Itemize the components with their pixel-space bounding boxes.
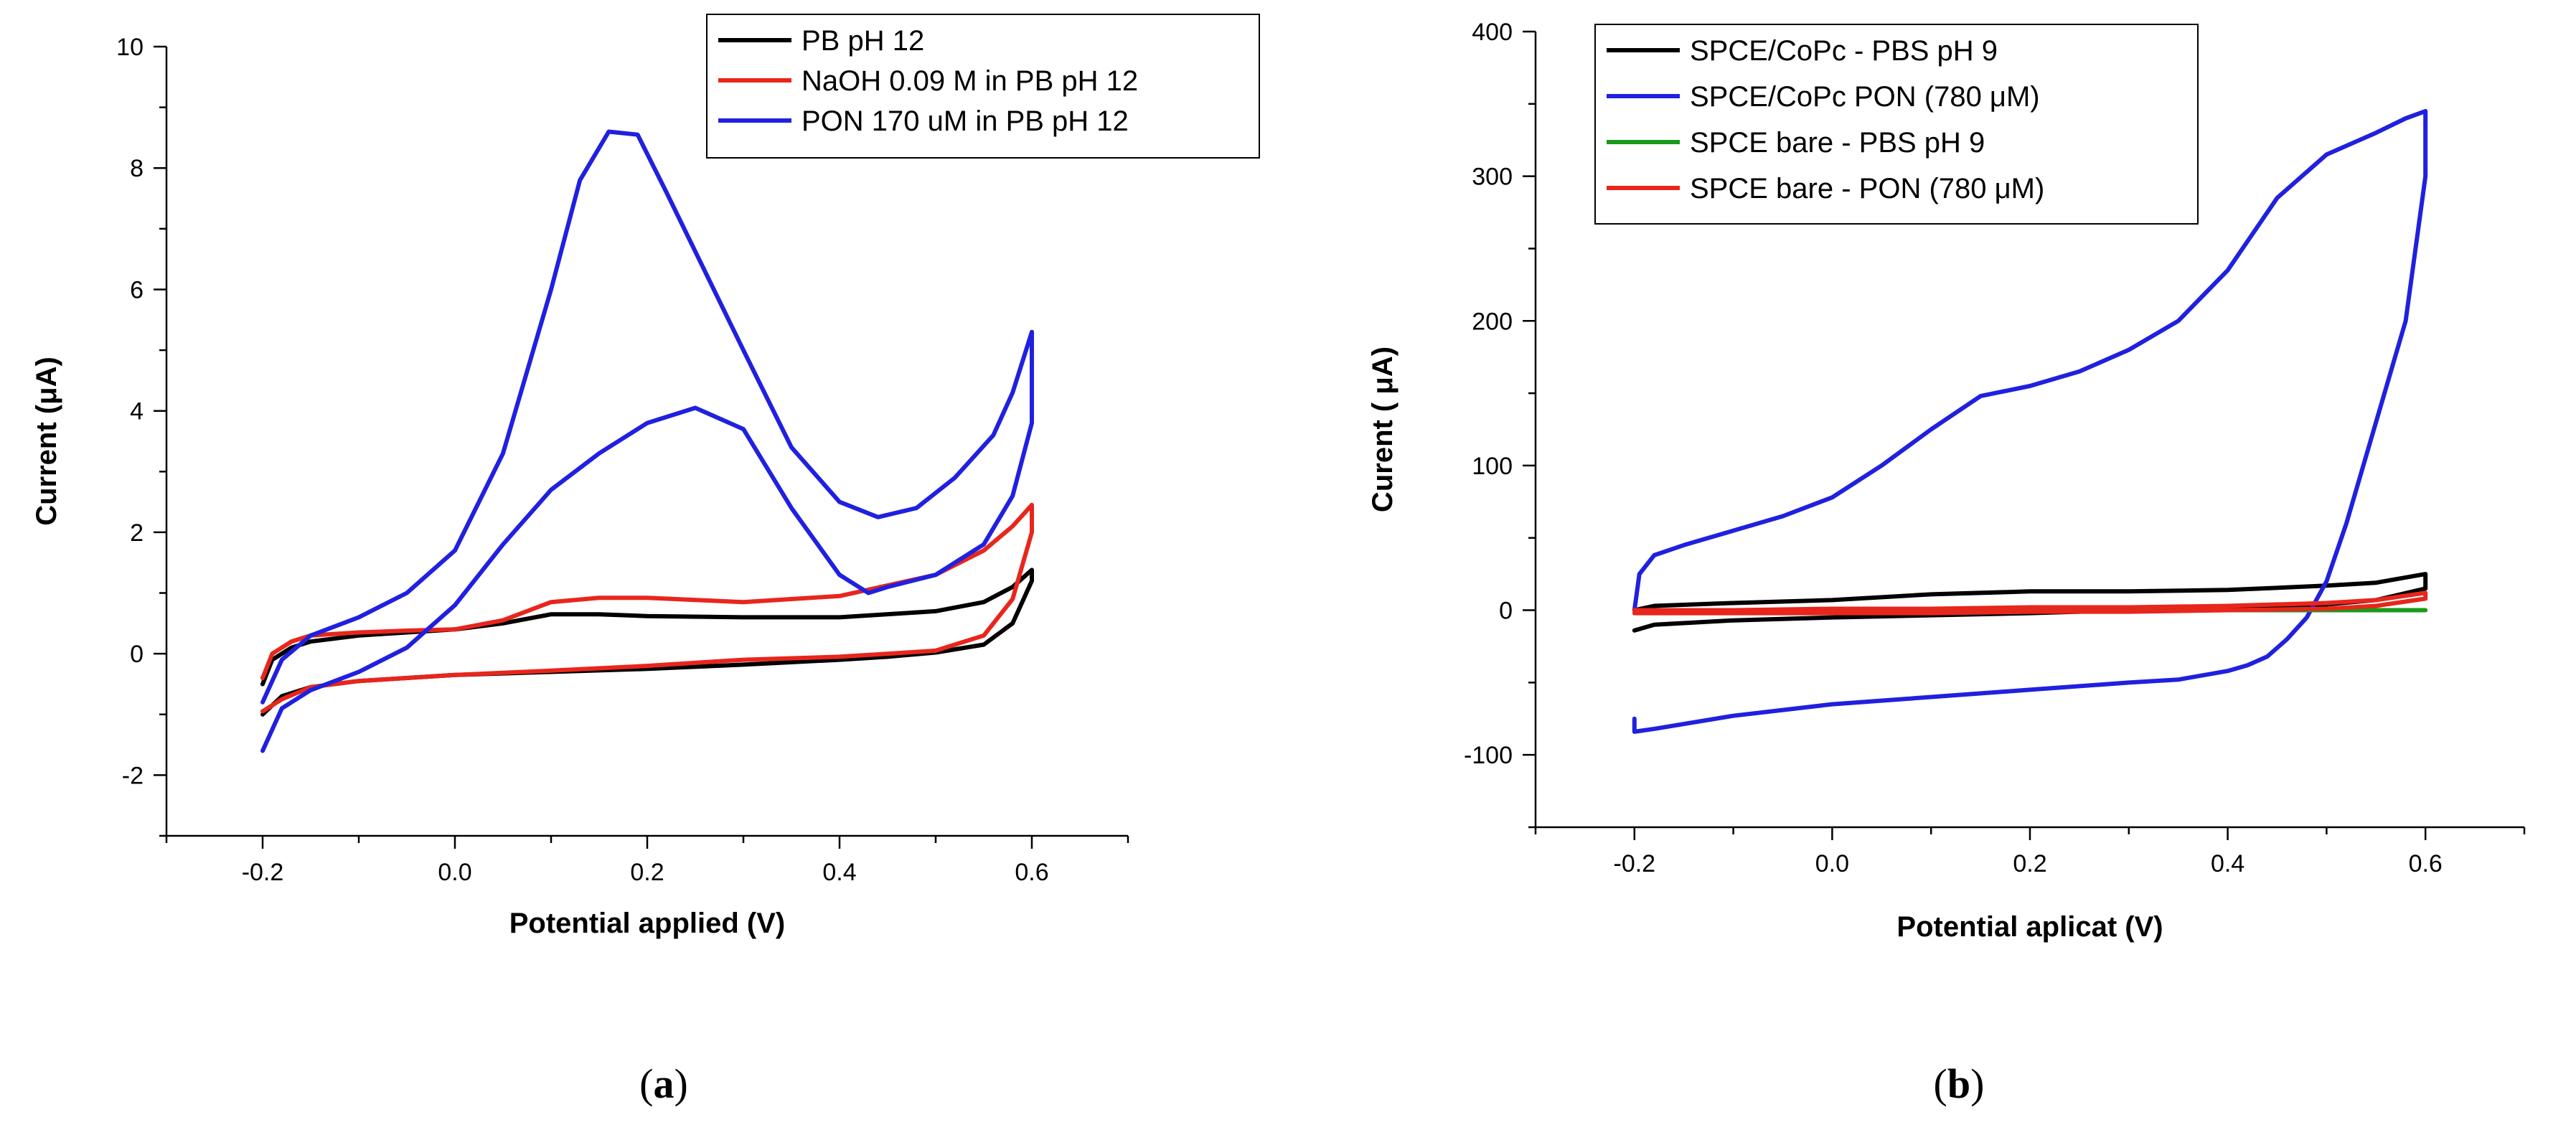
x-axis-title: Potential aplicat (V)	[1896, 911, 2163, 943]
y-tick-label: 400	[1472, 19, 1513, 46]
legend-entry: PB pH 12	[802, 25, 924, 57]
y-tick-label: 200	[1472, 308, 1513, 335]
legend-entry: PON 170 uM in PB pH 12	[802, 105, 1129, 137]
chart-panel-b: -0.2 0.0 0.2 0.4 0.6 -100 0 100 200 300 400 Potenti…	[1367, 19, 2526, 1107]
x-tick-label: -0.2	[242, 859, 284, 886]
legend-entry: SPCE/CoPc PON (780 μM)	[1690, 81, 2040, 113]
series-line-2	[260, 502, 1034, 714]
legend-entry: SPCE/CoPc - PBS pH 9	[1690, 35, 1998, 67]
x-tick-label: 0.6	[2409, 850, 2443, 877]
y-tick-label: 2	[130, 519, 144, 547]
series-line-4	[1632, 590, 2428, 616]
legend-entry: SPCE bare - PBS pH 9	[1690, 127, 1985, 159]
y-tick-label: -100	[1464, 742, 1513, 769]
x-tick-label: 0.2	[630, 859, 664, 886]
legend-box	[706, 14, 1260, 159]
series-line-1	[260, 568, 1034, 717]
y-tick-label: 4	[130, 398, 144, 425]
x-tick-label: 0.4	[2211, 850, 2244, 877]
y-tick-label: 0	[130, 641, 144, 668]
chart-panel-a: -0.2 0.0 0.2 0.4 0.6 -2 0 2 4 6 8 10 Potential appli…	[31, 14, 1260, 1107]
y-tick-label: 10	[116, 34, 144, 61]
x-tick-label: 0.0	[438, 859, 471, 886]
y-tick-label: 0	[1499, 598, 1513, 625]
x-tick-label: 0.0	[1815, 850, 1849, 877]
legend-box	[1594, 24, 2199, 225]
y-tick-label: -2	[122, 762, 144, 789]
x-tick-label: -0.2	[1614, 850, 1656, 877]
x-tick-label: 0.6	[1015, 859, 1048, 886]
series-line-1	[1632, 572, 2428, 633]
series-line-2	[1632, 108, 2428, 734]
panel-label: (a)	[639, 1060, 688, 1107]
y-tick-label: 8	[130, 155, 144, 182]
y-tick-label: 100	[1472, 453, 1513, 480]
legend: SPCE/CoPc - PBS pH 9 SPCE/CoPc PON (780 μ…	[1594, 24, 2199, 225]
legend: PB pH 12 NaOH 0.09 M in PB pH 12 PON 170 u…	[706, 14, 1260, 159]
y-tick-label: 300	[1472, 164, 1513, 191]
panel-label: (b)	[1934, 1060, 1985, 1107]
legend-entry: SPCE bare - PON (780 μM)	[1690, 173, 2044, 204]
legend-entry: NaOH 0.09 M in PB pH 12	[802, 65, 1138, 97]
x-tick-label: 0.2	[2013, 850, 2046, 877]
y-tick-label: 6	[130, 276, 144, 303]
y-axis-title: Curent ( μA)	[1367, 347, 1399, 512]
x-tick-label: 0.4	[822, 859, 856, 886]
y-axis-title: Current (μA)	[31, 357, 62, 526]
x-axis-title: Potential applied (V)	[509, 908, 785, 939]
series-line-3	[260, 129, 1034, 753]
